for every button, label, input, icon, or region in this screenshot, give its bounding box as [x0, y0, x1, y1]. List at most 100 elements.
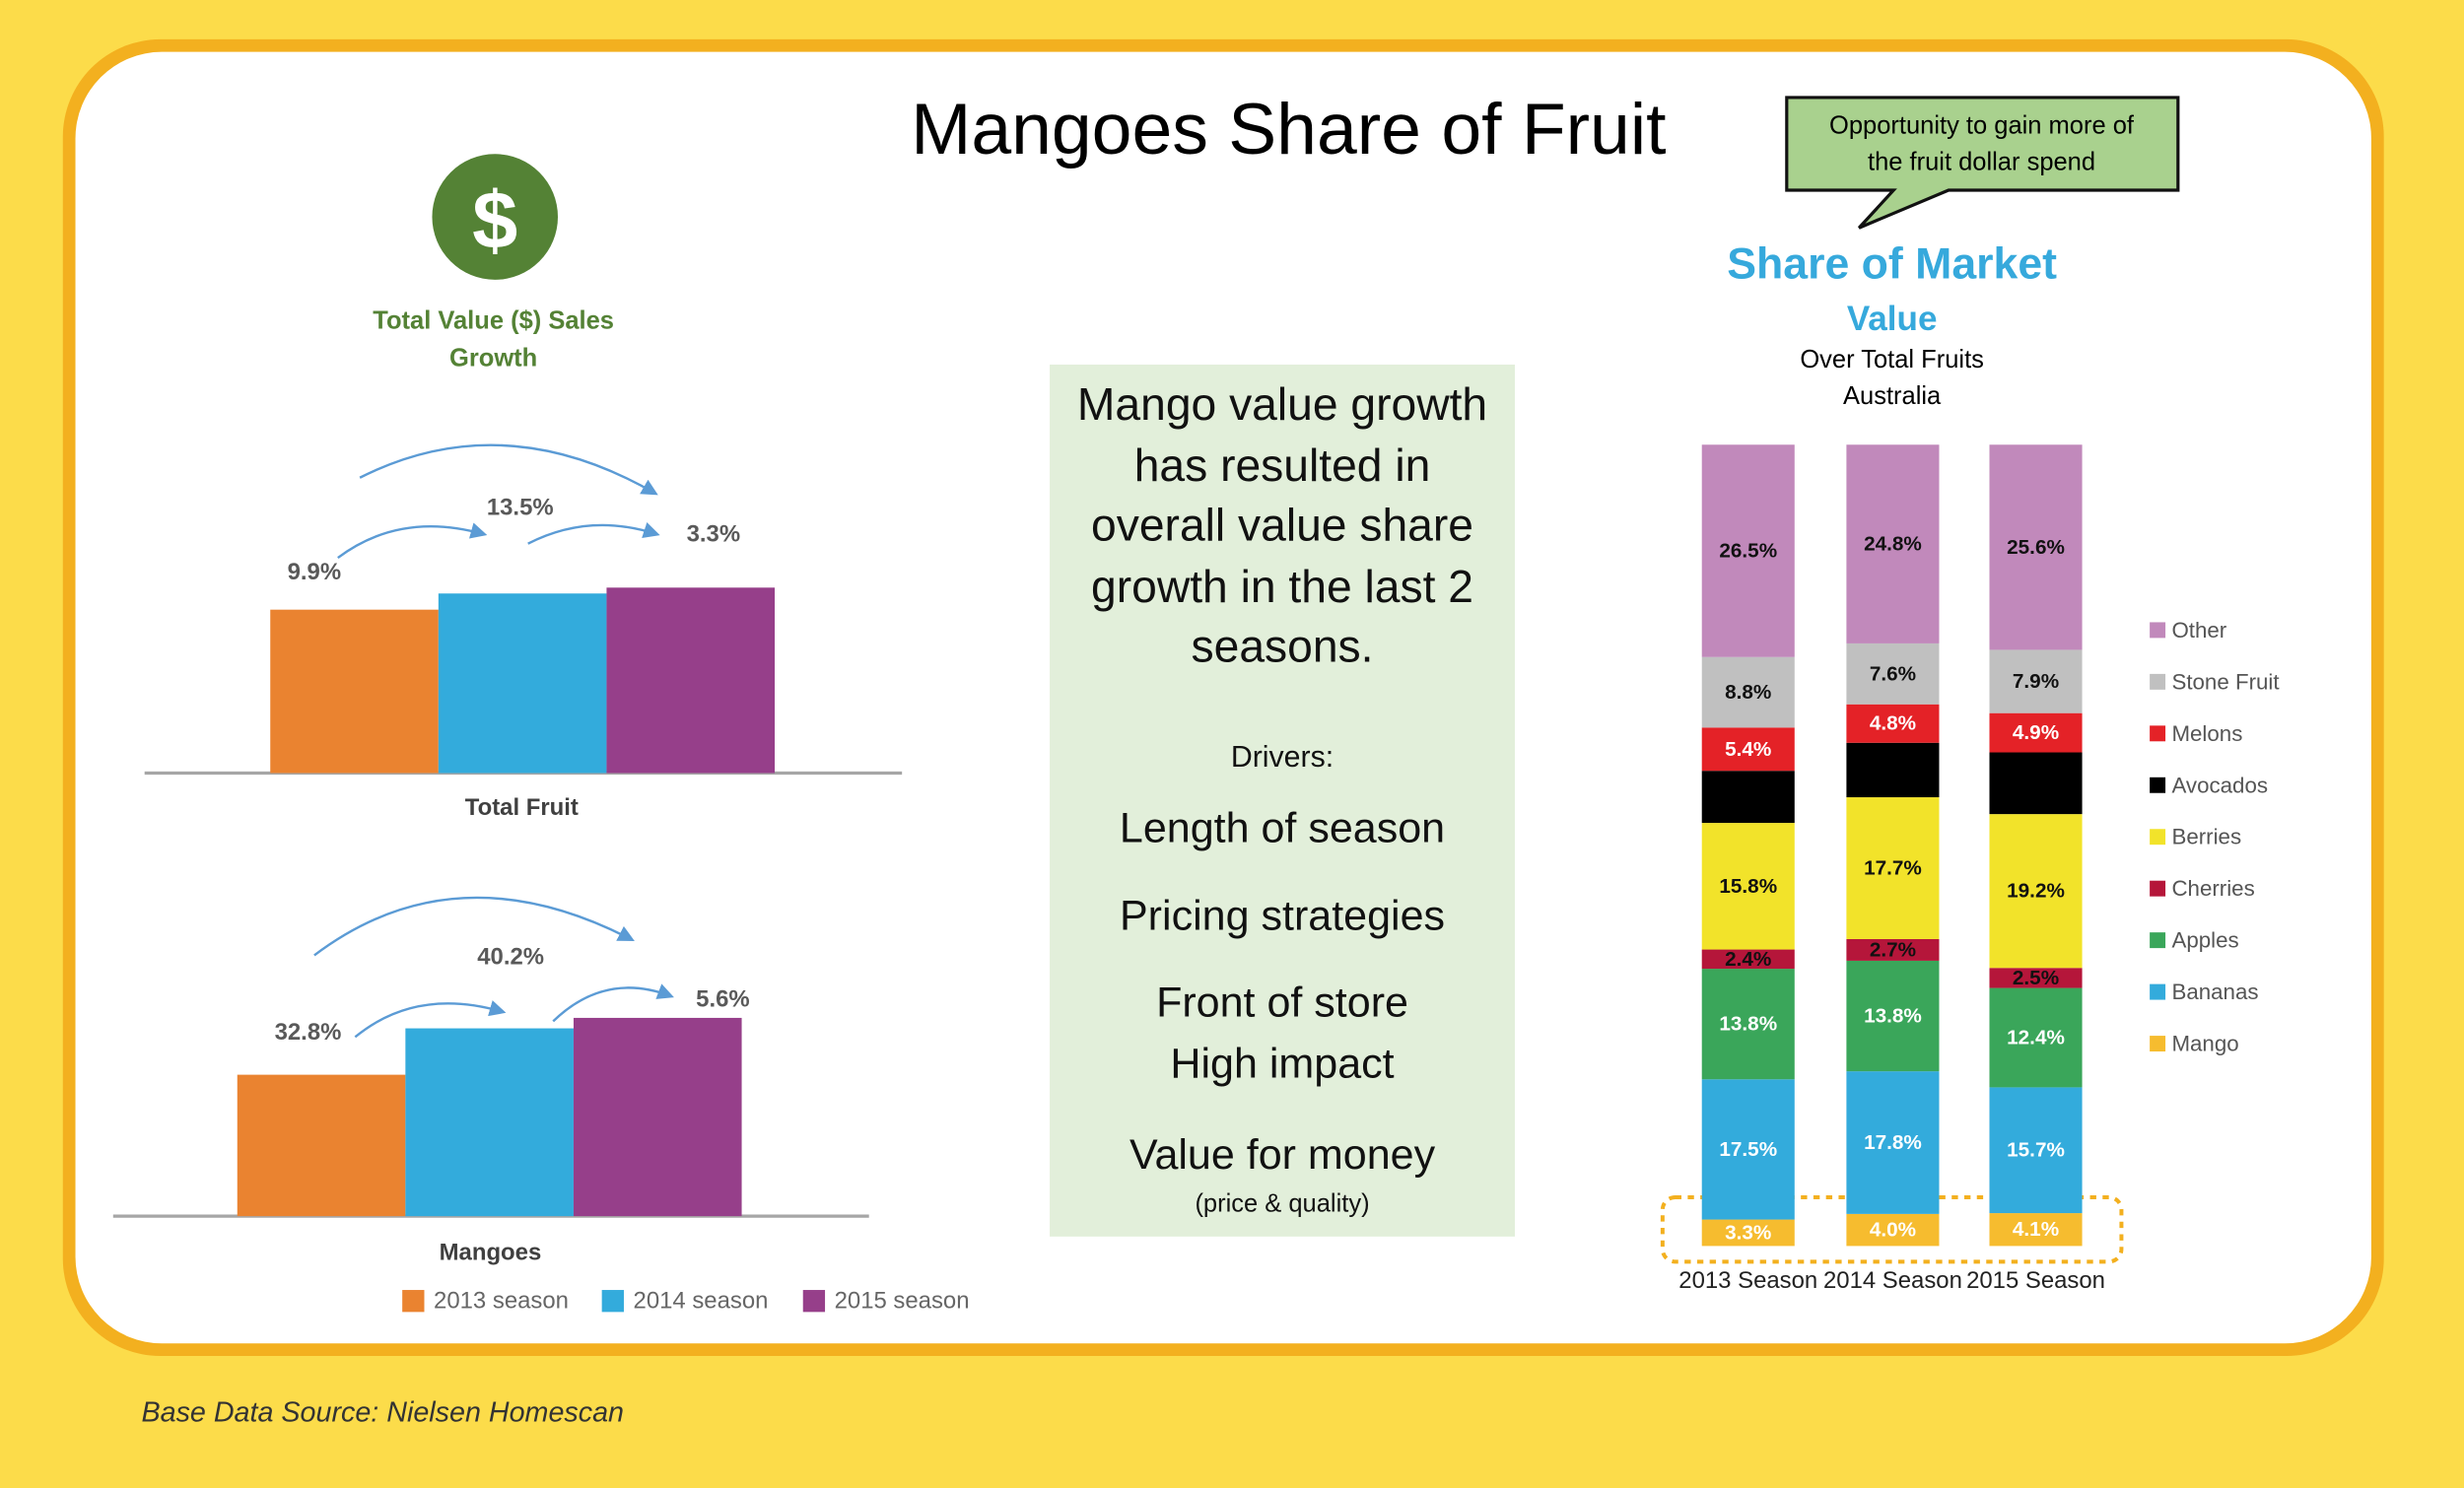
growth-label: 40.2%	[477, 944, 544, 971]
value-label: 7.9%	[2013, 670, 2059, 693]
segment	[1989, 968, 2083, 988]
segment	[1846, 444, 1940, 643]
growth-label: 9.9%	[288, 559, 342, 585]
category-label: Total Fruit	[465, 794, 579, 821]
source: Base Data Source: Nielsen Homescan	[141, 1396, 624, 1428]
legend-label: Mango	[2171, 1032, 2238, 1056]
value-label: 8.8%	[1725, 681, 1771, 704]
growth-label: 5.6%	[696, 986, 750, 1013]
category-label: 2015 Season	[1966, 1267, 2105, 1294]
segment	[1701, 727, 1795, 772]
bar	[606, 587, 776, 774]
driver: High impact	[1170, 1040, 1394, 1087]
growth-label: 13.5%	[487, 495, 554, 521]
callout-text: the fruit dollar spend	[1868, 148, 2095, 175]
value-label: 2.7%	[1870, 938, 1916, 961]
value-label: 4.0%	[1870, 1219, 1916, 1242]
segment	[1989, 987, 2083, 1088]
segment	[1989, 752, 2083, 815]
chart-subtitle: Value	[1847, 300, 1938, 338]
segment	[1701, 1219, 1795, 1247]
legend-swatch	[2150, 983, 2166, 1000]
value-label: 2.5%	[2013, 967, 2059, 989]
value-label: 19.2%	[2007, 880, 2065, 903]
chart-note: Over Total Fruits	[1800, 346, 1984, 373]
chart-note: Australia	[1843, 382, 1942, 410]
segment	[1701, 656, 1795, 728]
growth-label: 3.3%	[687, 521, 741, 548]
segment	[1989, 814, 2083, 969]
legend-swatch	[2150, 829, 2166, 845]
segment	[1701, 823, 1795, 950]
value-label: 3.3%	[1725, 1221, 1771, 1244]
legend-label: 2014 season	[634, 1288, 769, 1315]
segment	[1846, 1213, 1940, 1247]
value-label: 7.6%	[1870, 662, 1916, 685]
value-label: 4.8%	[1870, 712, 1916, 735]
segment	[1846, 704, 1940, 743]
value-label: 13.8%	[1719, 1013, 1777, 1036]
segment	[1989, 444, 2083, 650]
legend-swatch	[402, 1290, 425, 1313]
value-label: 17.8%	[1864, 1131, 1922, 1154]
driver: Pricing strategies	[1120, 893, 1445, 940]
legend-swatch	[2150, 777, 2166, 793]
headline: seasons.	[1192, 620, 1374, 671]
value-label: 15.7%	[2007, 1139, 2065, 1162]
legend-label: Melons	[2171, 721, 2242, 746]
driver: Value for money	[1129, 1131, 1436, 1179]
headline: Mango value growth	[1077, 378, 1487, 430]
value-label: 26.5%	[1719, 540, 1777, 563]
segment	[1846, 1071, 1940, 1214]
segment	[1846, 960, 1940, 1072]
legend-swatch	[2150, 1036, 2166, 1052]
segment	[1701, 771, 1795, 824]
value-label: 17.7%	[1864, 857, 1922, 880]
bar	[405, 1028, 574, 1217]
headline: has resulted in	[1134, 440, 1431, 491]
legend-label: Stone Fruit	[2171, 669, 2280, 694]
growth-arrows	[313, 443, 674, 1039]
dollar-sign: $	[472, 174, 517, 266]
legend-swatch	[601, 1290, 624, 1313]
legend-swatch	[2150, 880, 2166, 897]
legend-label: Bananas	[2171, 980, 2258, 1004]
drivers-label: Drivers:	[1231, 741, 1334, 774]
category-label: 2014 Season	[1823, 1267, 1962, 1294]
category-label: Mangoes	[440, 1239, 542, 1265]
legend-label: Other	[2171, 618, 2226, 643]
segment	[1701, 1079, 1795, 1220]
callout-text: Opportunity to gain more of	[1829, 112, 2135, 140]
value-label: 2.4%	[1725, 948, 1771, 971]
legend-label: Berries	[2171, 825, 2241, 849]
value-label: 24.8%	[1864, 533, 1922, 556]
bar	[438, 593, 607, 774]
chart-title: Share of Market	[1727, 239, 2057, 288]
callout	[1785, 96, 2180, 230]
growth-heading: Growth	[449, 345, 537, 372]
legend-swatch	[2150, 673, 2166, 690]
legend-label: 2015 season	[835, 1288, 970, 1315]
bar	[573, 1017, 742, 1217]
segment	[1989, 1087, 2083, 1214]
value-label: 5.4%	[1725, 738, 1771, 761]
drivers-box	[1050, 364, 1515, 1237]
driver-note: (price & quality)	[1195, 1189, 1369, 1217]
segment	[1846, 643, 1940, 705]
bar	[270, 609, 439, 774]
legend-label: Apples	[2171, 928, 2238, 953]
segment	[1701, 949, 1795, 970]
legend-swatch	[2150, 932, 2166, 949]
headline: growth in the last 2	[1091, 561, 1473, 612]
segment	[1846, 742, 1940, 798]
legend-label: 2013 season	[434, 1288, 569, 1315]
legend-swatch	[2150, 725, 2166, 742]
value-label: 4.9%	[2013, 721, 2059, 744]
legend-label: Cherries	[2171, 876, 2254, 901]
legend-label: Avocados	[2171, 773, 2268, 797]
value-label: 13.8%	[1864, 1005, 1922, 1028]
value-label: 4.1%	[2013, 1218, 2059, 1241]
segment	[1989, 649, 2083, 713]
value-label: 17.5%	[1719, 1138, 1777, 1161]
